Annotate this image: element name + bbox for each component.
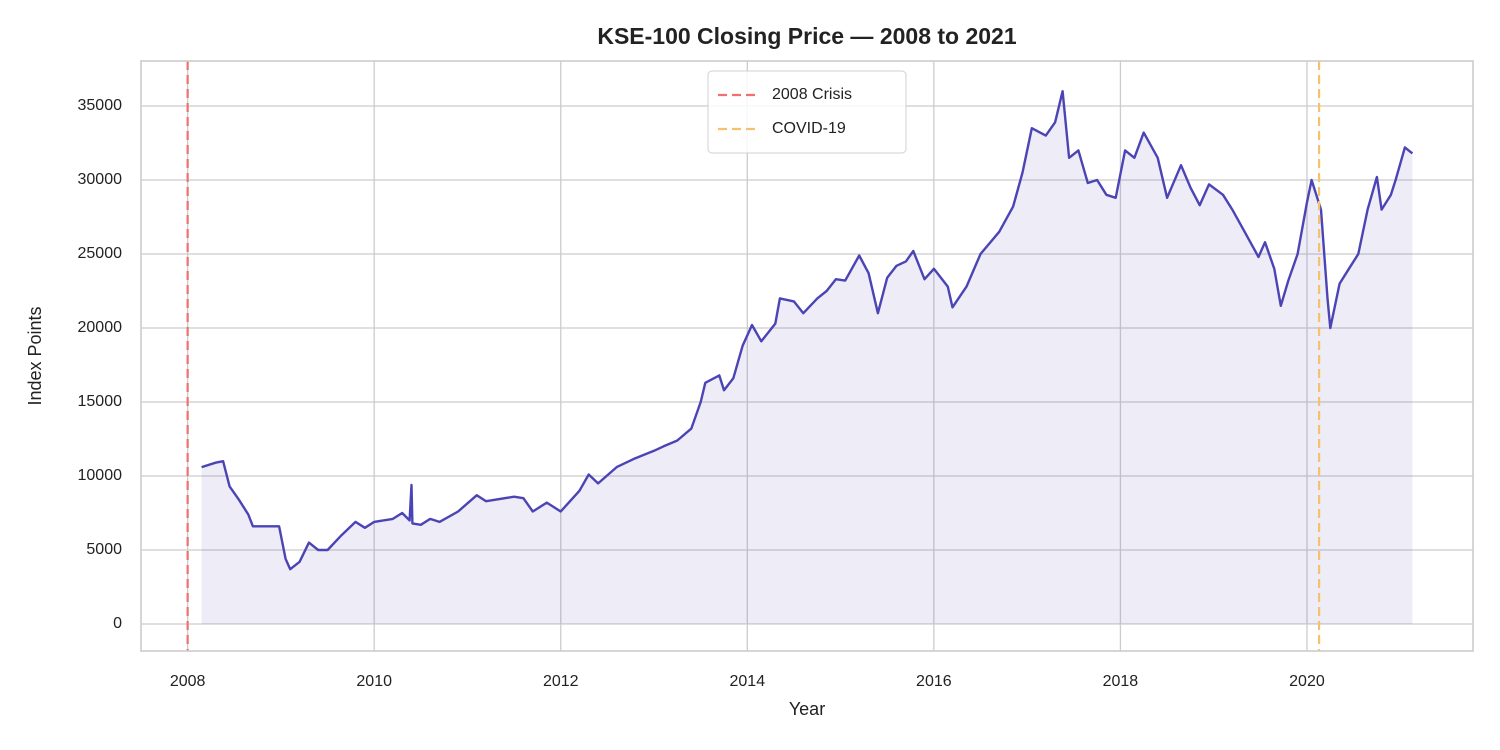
y-tick-label: 0 (113, 615, 122, 632)
chart-title: KSE-100 Closing Price — 2008 to 2021 (597, 23, 1017, 49)
x-tick-label: 2018 (1103, 673, 1139, 690)
x-axis-label: Year (789, 699, 825, 719)
y-tick-label: 5000 (86, 541, 122, 558)
x-tick-label: 2008 (170, 673, 206, 690)
plot-frame (140, 60, 1474, 652)
y-tick-label: 35000 (78, 97, 123, 114)
x-tick-label: 2020 (1289, 673, 1325, 690)
x-tick-label: 2016 (916, 673, 952, 690)
y-tick-label: 20000 (78, 319, 123, 336)
x-tick-label: 2010 (356, 673, 392, 690)
area (201, 91, 1413, 624)
y-tick-label: 25000 (78, 245, 123, 262)
line (201, 90, 1414, 571)
legend-box (707, 70, 907, 154)
x-tick-label: 2014 (730, 673, 766, 690)
y-axis-label: Index Points (25, 306, 45, 405)
legend-label: COVID-19 (772, 120, 846, 137)
legend-label: 2008 Crisis (772, 86, 852, 103)
x-tick-label: 2012 (543, 673, 579, 690)
y-tick-label: 30000 (78, 171, 123, 188)
y-tick-label: 15000 (78, 393, 123, 410)
y-tick-label: 10000 (78, 467, 123, 484)
